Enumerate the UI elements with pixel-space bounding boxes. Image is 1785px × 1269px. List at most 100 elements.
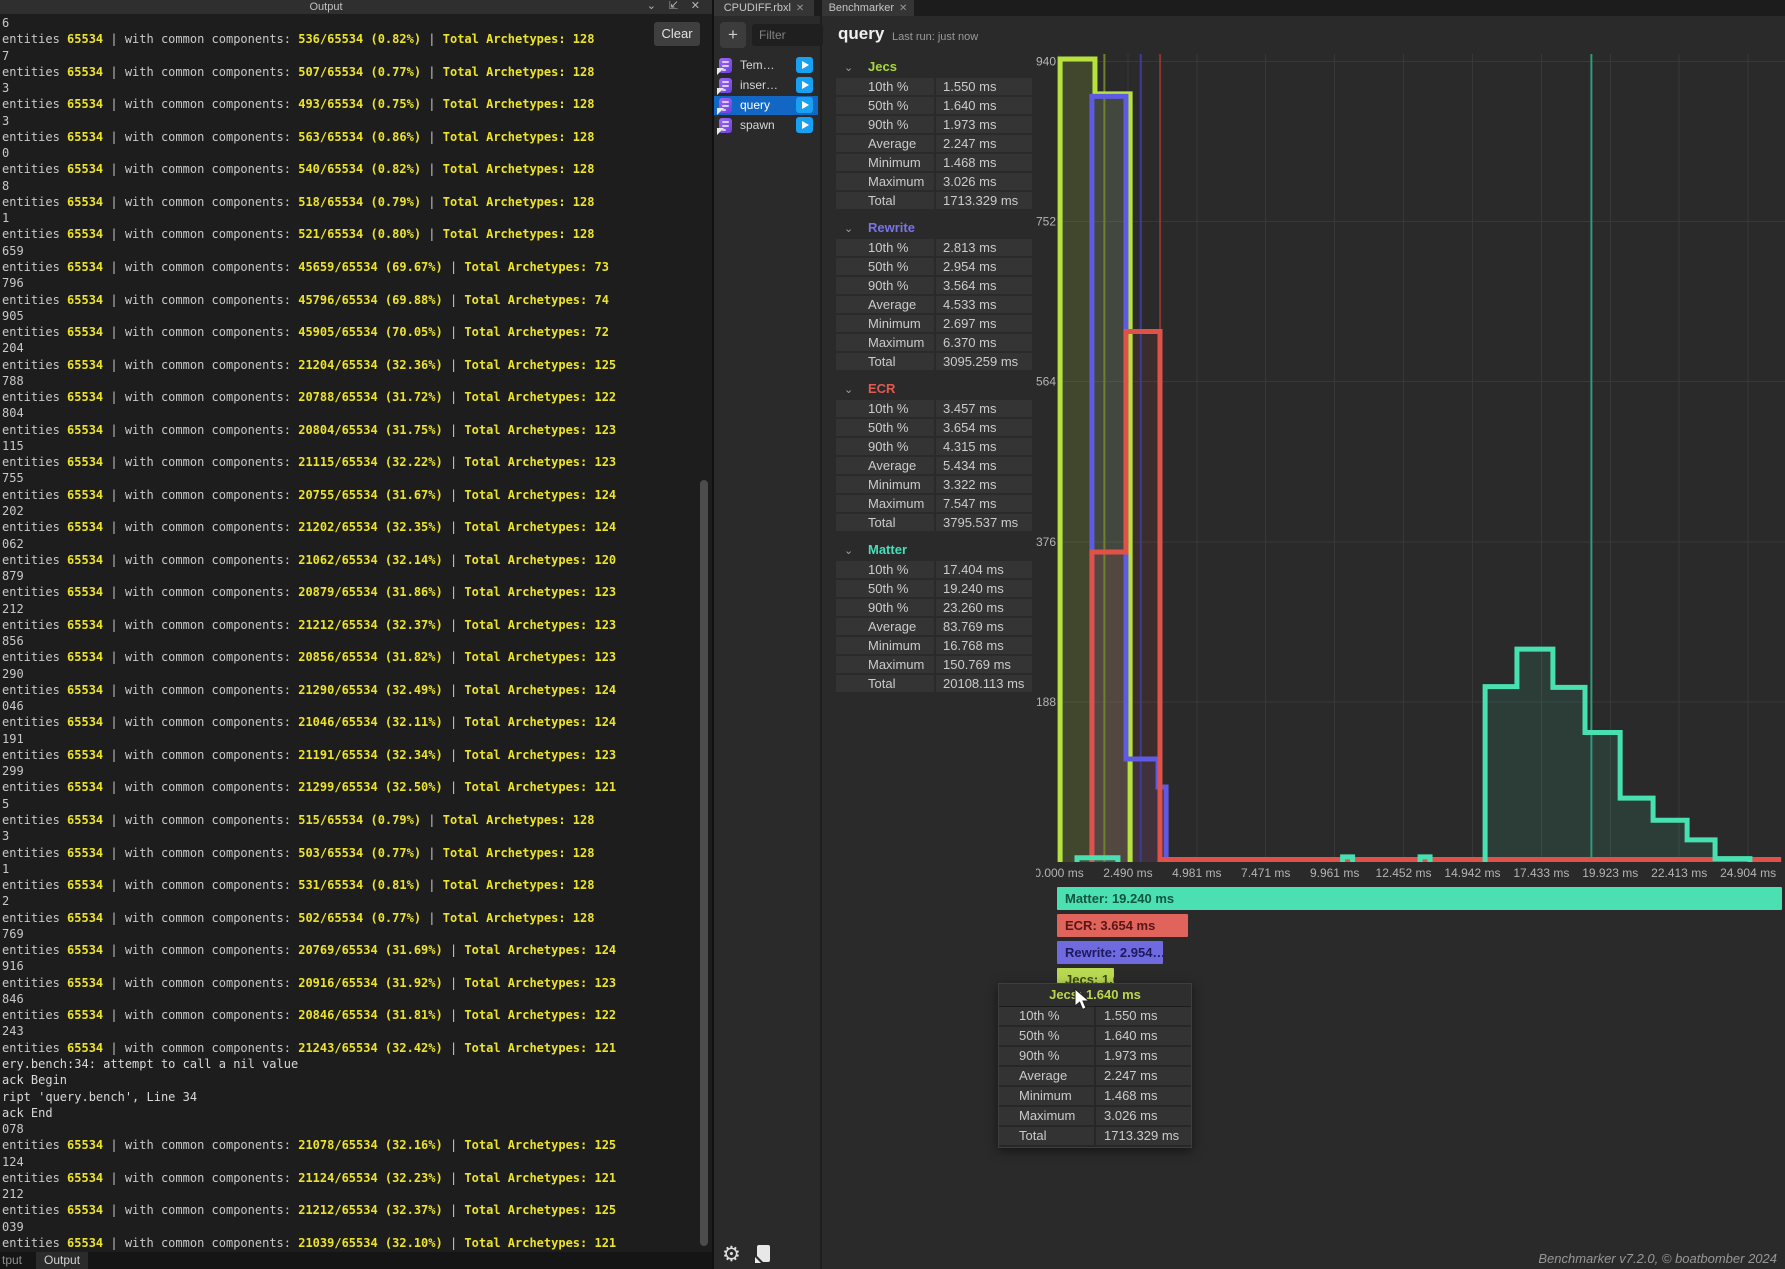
section-header[interactable]: ⌄ ECR bbox=[836, 380, 1032, 398]
table-row: Maximum 6.370 ms bbox=[836, 334, 1032, 351]
row-label: 90th % bbox=[868, 600, 909, 615]
hist-outline-matter bbox=[1417, 854, 1433, 862]
chevron-down-icon[interactable]: ⌄ bbox=[844, 384, 854, 396]
play-button[interactable] bbox=[796, 117, 813, 133]
log-line: entities 65534 | with common components:… bbox=[2, 1138, 617, 1153]
row-label: 90th % bbox=[868, 439, 909, 454]
section-header[interactable]: ⌄ Rewrite bbox=[836, 219, 1032, 237]
stats-section-matter: ⌄ Matter 10th % 17.404 ms 50th % 19.240 ms 90t… bbox=[836, 541, 1032, 692]
chevron-down-icon[interactable]: ⌄ bbox=[844, 545, 854, 557]
chevron-down-icon[interactable]: ⌄ bbox=[646, 0, 656, 12]
log-line: entities 65534 | with common components:… bbox=[2, 1040, 617, 1055]
log-line: entities 65534 | with common components:… bbox=[2, 845, 595, 860]
row-label: 10th % bbox=[868, 562, 909, 577]
script-icon bbox=[719, 78, 732, 93]
docs-book-icon[interactable] bbox=[752, 1244, 772, 1264]
tab-benchmarker[interactable]: Benchmarker ✕ bbox=[822, 0, 914, 16]
footer-credit: Benchmarker v7.2.0, © boatbomber 2024 bbox=[1538, 1251, 1777, 1266]
log-wrap-fragment: 2 bbox=[2, 894, 10, 909]
row-value: 17.404 ms bbox=[934, 561, 1032, 578]
tab-output[interactable]: Output bbox=[36, 1252, 89, 1269]
row-label: Average bbox=[868, 136, 917, 151]
play-button[interactable] bbox=[796, 77, 813, 93]
hist-fill-jecs bbox=[1060, 58, 1131, 862]
log-wrap-fragment: 916 bbox=[2, 959, 24, 974]
table-row: 90th % 4.315 ms bbox=[836, 438, 1032, 455]
log-wrap-fragment: 212 bbox=[2, 601, 24, 616]
table-row: 90th % 23.260 ms bbox=[836, 599, 1032, 616]
console-scrollbar[interactable] bbox=[700, 480, 708, 1246]
row-value: 1713.329 ms bbox=[1094, 1127, 1191, 1145]
log-line: entities 65534 | with common components:… bbox=[2, 194, 595, 209]
y-tick-label: 188 bbox=[1036, 695, 1056, 709]
table-row: 50th % 2.954 ms bbox=[836, 258, 1032, 275]
log-line: entities 65534 | with common components:… bbox=[2, 650, 617, 665]
table-row: Minimum 3.322 ms bbox=[836, 476, 1032, 493]
row-value: 1.640 ms bbox=[1094, 1027, 1191, 1045]
row-label: 90th % bbox=[1019, 1048, 1060, 1063]
row-label: Average bbox=[868, 619, 917, 634]
plugin-tab-bar: CPUDIFF.rbxl ✕ Benchmarker ✕ bbox=[714, 0, 1785, 16]
play-button[interactable] bbox=[796, 57, 813, 73]
dock-panel-icon[interactable]: ⇲ bbox=[668, 0, 678, 12]
section-header[interactable]: ⌄ Matter bbox=[836, 541, 1032, 559]
table-row: 10th % 17.404 ms bbox=[836, 561, 1032, 578]
chevron-down-icon[interactable]: ⌄ bbox=[844, 223, 854, 235]
row-value: 4.315 ms bbox=[934, 438, 1032, 455]
row-label: Average bbox=[868, 458, 917, 473]
log-line: entities 65534 | with common components:… bbox=[2, 227, 595, 242]
log-line: entities 65534 | with common components:… bbox=[2, 422, 617, 437]
chevron-down-icon[interactable]: ⌄ bbox=[844, 62, 854, 74]
clipped-tab-label[interactable]: tput bbox=[2, 1253, 23, 1267]
x-tick-label: 24.904 ms bbox=[1720, 866, 1776, 880]
table-row: 90th % 3.564 ms bbox=[836, 277, 1032, 294]
tab-cpudiff[interactable]: CPUDIFF.rbxl ✕ bbox=[714, 0, 814, 16]
legend-bar-matter[interactable]: Matter: 19.240 ms bbox=[1057, 887, 1782, 910]
list-item-Tem[interactable]: Tem… bbox=[714, 56, 818, 75]
legend-bar-rewrite[interactable]: Rewrite: 2.954… bbox=[1057, 941, 1163, 964]
tooltip-title: Jecs: 1.640 ms bbox=[999, 984, 1191, 1007]
section-name: Jecs bbox=[868, 59, 897, 74]
log-wrap-fragment: 243 bbox=[2, 1024, 24, 1039]
row-label: Minimum bbox=[868, 155, 921, 170]
log-wrap-fragment: 755 bbox=[2, 471, 24, 486]
table-row: Minimum 1.468 ms bbox=[836, 154, 1032, 171]
tooltip-row: Maximum 3.026 ms bbox=[999, 1107, 1191, 1125]
log-error-line: ack End bbox=[2, 1105, 53, 1120]
close-icon[interactable]: ✕ bbox=[690, 0, 700, 12]
filter-input[interactable] bbox=[752, 24, 823, 46]
tab-close-icon[interactable]: ✕ bbox=[899, 3, 908, 14]
log-error-line: ery.bench:34: attempt to call a nil valu… bbox=[2, 1057, 299, 1071]
row-label: Minimum bbox=[868, 477, 921, 492]
tooltip-row: 90th % 1.973 ms bbox=[999, 1047, 1191, 1065]
log-line: entities 65534 | with common components:… bbox=[2, 943, 617, 958]
log-wrap-fragment: 8 bbox=[2, 178, 10, 193]
table-row: Total 3795.537 ms bbox=[836, 514, 1032, 531]
cursor-icon bbox=[1074, 988, 1091, 1011]
tab-close-icon[interactable]: ✕ bbox=[795, 3, 805, 14]
stats-section-ecr: ⌄ ECR 10th % 3.457 ms 50th % 3.654 ms 90th % 4.… bbox=[836, 380, 1032, 531]
list-item-inser[interactable]: inser… bbox=[714, 76, 818, 95]
list-item-query[interactable]: query bbox=[714, 96, 818, 115]
table-row: Total 20108.113 ms bbox=[836, 675, 1032, 692]
play-button[interactable] bbox=[796, 97, 813, 113]
legend-bar-ecr[interactable]: ECR: 3.654 ms bbox=[1057, 914, 1188, 937]
row-value: 1.468 ms bbox=[934, 154, 1032, 171]
clear-button[interactable]: Clear bbox=[654, 22, 700, 46]
log-wrap-fragment: 788 bbox=[2, 373, 24, 388]
add-benchmark-button[interactable]: + bbox=[720, 22, 746, 48]
section-name: Rewrite bbox=[868, 220, 915, 235]
log-line: entities 65534 | with common components:… bbox=[2, 390, 617, 405]
row-label: 10th % bbox=[868, 240, 909, 255]
row-label: Average bbox=[868, 297, 917, 312]
row-label: 90th % bbox=[868, 117, 909, 132]
section-header[interactable]: ⌄ Jecs bbox=[836, 58, 1032, 76]
settings-gear-icon[interactable]: ⚙ bbox=[722, 1243, 741, 1266]
list-item-spawn[interactable]: spawn bbox=[714, 116, 818, 135]
row-value: 7.547 ms bbox=[934, 495, 1032, 512]
section-name: Matter bbox=[868, 542, 908, 557]
row-value: 2.247 ms bbox=[934, 135, 1032, 152]
row-value: 2.247 ms bbox=[1094, 1067, 1191, 1085]
log-wrap-fragment: 299 bbox=[2, 764, 24, 779]
